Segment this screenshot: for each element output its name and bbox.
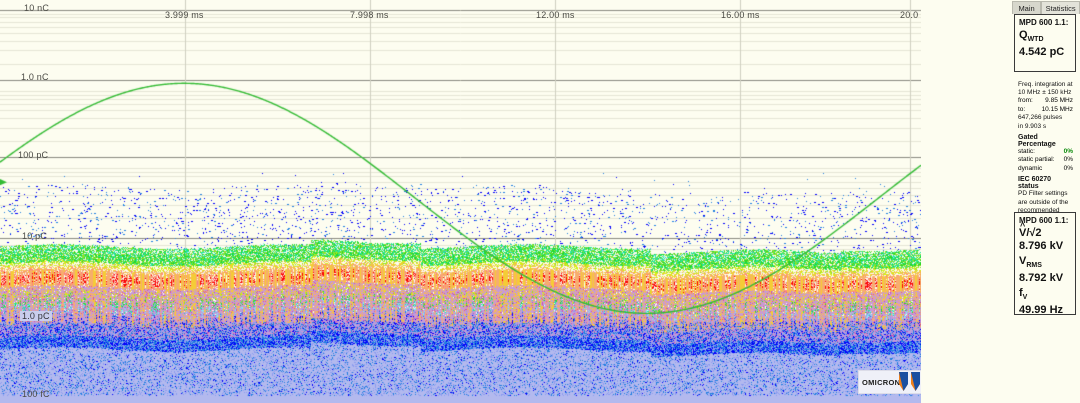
card-voltage-header: MPD 600 1.1:: [1019, 216, 1069, 225]
y-axis-label-100fC: 100 fC: [22, 389, 50, 399]
gated-static-label: static:: [1018, 147, 1035, 155]
tab-main[interactable]: Main: [1012, 1, 1042, 14]
info-from: from: 9.85 MHz: [1018, 97, 1073, 106]
pd-scatter-canvas[interactable]: [0, 0, 921, 403]
info-line1: Freq. integration at: [1018, 81, 1073, 88]
info-to: to: 10.15 MHz: [1018, 106, 1073, 115]
card-info: Freq. integration at 10 MHz ± 150 kHz fr…: [1014, 78, 1076, 222]
right-info-panel: Main Statistics MPD 600 1.1: QWTD 4.542 …: [1012, 0, 1080, 403]
info-duration: in 9.903 s: [1018, 122, 1047, 130]
pd-plot-area[interactable]: 10 nC 1.0 nC 100 pC 10 pC 1.0 pC 100 fC …: [0, 0, 921, 403]
info-to-label: to:: [1018, 105, 1026, 113]
voltage-peak-value: 8.796 kV: [1019, 240, 1064, 252]
gated-dynamic-label: dynamic: [1018, 164, 1043, 172]
omicron-logo: OMICRON: [858, 370, 921, 394]
gated-static: static: 0%: [1018, 148, 1073, 157]
omicron-logo-mark-icon: [899, 372, 920, 391]
x-axis-label-5: 20.0: [900, 10, 919, 20]
voltage-freq-value: 49.99 Hz: [1019, 304, 1064, 317]
gated-static-partial-value: 0%: [1063, 156, 1073, 164]
card-charge-symbol: QWTD: [1019, 29, 1044, 44]
tab-statistics[interactable]: Statistics: [1041, 1, 1080, 14]
iec-status-header: IEC 60270 status: [1018, 176, 1052, 191]
gated-static-partial-label: static partial:: [1018, 156, 1055, 164]
card-charge: MPD 600 1.1: QWTD 4.542 pC: [1014, 14, 1076, 72]
panel-tabs[interactable]: Main Statistics: [1012, 1, 1080, 14]
gated-dynamic: dynamic 0%: [1018, 165, 1073, 174]
info-line2: 10 MHz ± 150 kHz: [1018, 89, 1072, 97]
intensity-column: Intensity [Pulses/s] 6.454.413.022.071.4…: [964, 0, 1012, 403]
info-from-value: 9.85 MHz: [1045, 97, 1073, 105]
y-axis-label-100pC: 100 pC: [18, 150, 49, 160]
card-charge-header: MPD 600 1.1:: [1019, 18, 1069, 27]
y-axis-label-10pC: 10 pC: [22, 231, 48, 241]
info-pulses: 647,266 pulses: [1018, 114, 1063, 122]
x-axis-label-3: 12.00 ms: [536, 10, 575, 20]
gated-dynamic-value: 0%: [1063, 164, 1073, 172]
voltage-rms-value: 8.792 kV: [1019, 272, 1064, 285]
info-to-value: 10.15 MHz: [1041, 105, 1073, 113]
gated-percentage-header: Gated Percentage: [1018, 133, 1056, 148]
info-from-label: from:: [1018, 97, 1033, 105]
card-voltage: MPD 600 1.1: V/√2 8.796 kV VRMS 8.792 kV…: [1014, 212, 1076, 317]
y-axis-label-1pC: 1.0 pC: [20, 311, 52, 321]
card-charge-value: 4.542 pC: [1019, 46, 1065, 59]
x-axis-label-1: 3.999 ms: [165, 10, 204, 20]
x-axis-label-2: 7.998 ms: [350, 10, 389, 20]
x-axis-label-4: 16.00 ms: [721, 10, 760, 20]
gamut-column: Gamut: [921, 0, 967, 403]
omicron-logo-text: OMICRON: [862, 377, 901, 387]
voltage-peak-symbol: V/√2: [1019, 220, 1072, 240]
gated-static-partial: static partial: 0%: [1018, 156, 1073, 165]
y-axis-label-10nC: 10 nC: [24, 3, 50, 13]
voltage-freq-symbol: fV: [1019, 287, 1028, 302]
y-axis-label-1nC: 1.0 nC: [21, 72, 49, 82]
voltage-rms-symbol: VRMS: [1019, 255, 1042, 270]
gated-static-value: 0%: [1063, 147, 1073, 155]
